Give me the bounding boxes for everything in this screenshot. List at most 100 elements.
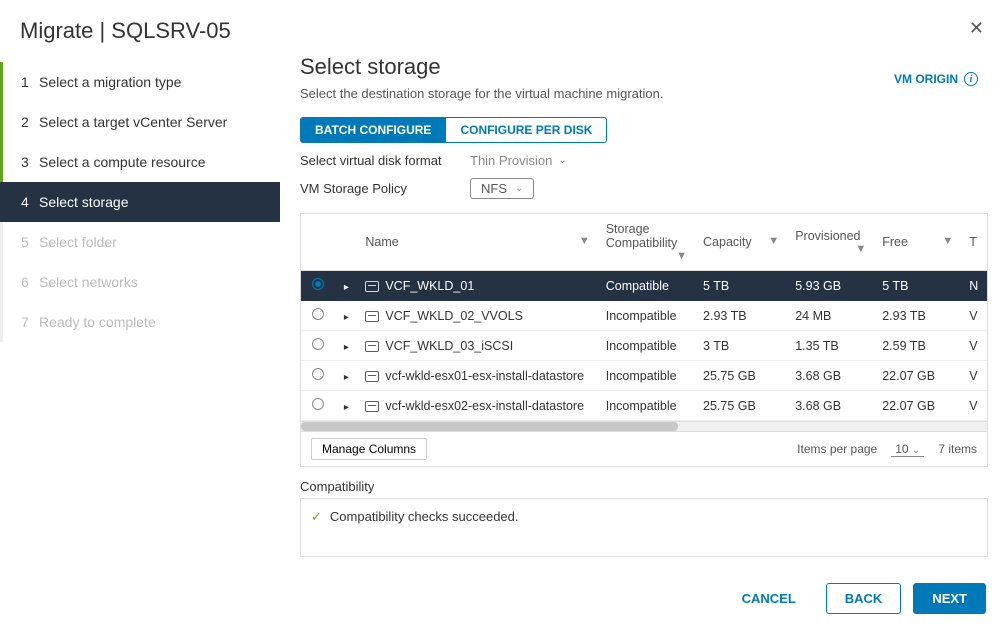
storage-policy-value: NFS	[481, 181, 507, 196]
items-per-page-select[interactable]: 10 ⌄	[891, 442, 924, 457]
cell-last: V	[961, 331, 987, 361]
items-per-page-label: Items per page	[797, 442, 877, 456]
datastore-icon	[365, 401, 379, 412]
manage-columns-button[interactable]: Manage Columns	[311, 438, 427, 460]
col-name: Name	[365, 235, 398, 249]
datastore-row[interactable]: ▸ vcf-wkld-esx02-esx-install-datastore Inc…	[301, 391, 987, 421]
cell-compat: Compatible	[598, 271, 695, 301]
step-label: Ready to complete	[39, 314, 156, 330]
cell-compat: Incompatible	[598, 301, 695, 331]
datastore-row[interactable]: ▸VCF_WKLD_01Compatible5 TB5.93 GB5 TBN	[301, 271, 987, 301]
wizard-step-2[interactable]: 2Select a target vCenter Server	[0, 102, 280, 142]
step-number: 7	[21, 314, 39, 330]
step-label: Select storage	[39, 194, 129, 210]
disk-format-select[interactable]: Thin Provision ⌄	[470, 153, 567, 168]
cell-free: 2.93 TB	[874, 301, 961, 331]
wizard-step-4[interactable]: 4Select storage	[0, 182, 280, 222]
step-label: Select folder	[39, 234, 117, 250]
wizard-steps: 1Select a migration type2Select a target…	[0, 52, 280, 565]
step-label: Select a target vCenter Server	[39, 114, 227, 130]
close-icon[interactable]: ✕	[965, 18, 988, 39]
datastore-name: vcf-wkld-esx02-esx-install-datastore	[385, 399, 584, 413]
next-button[interactable]: NEXT	[913, 583, 986, 614]
step-label: Select a compute resource	[39, 154, 206, 170]
col-last: T	[969, 235, 977, 249]
storage-policy-label: VM Storage Policy	[300, 181, 470, 196]
tab-configure-per-disk[interactable]: CONFIGURE PER DISK	[446, 117, 607, 143]
datastore-name: VCF_WKLD_01	[385, 279, 474, 293]
compatibility-box: ✓ Compatibility checks succeeded.	[300, 498, 988, 557]
cell-free: 5 TB	[874, 271, 961, 301]
step-number: 4	[21, 194, 39, 210]
radio-button[interactable]	[312, 278, 324, 290]
radio-button[interactable]	[312, 398, 324, 410]
back-button[interactable]: BACK	[826, 583, 902, 614]
cell-compat: Incompatible	[598, 331, 695, 361]
cell-compat: Incompatible	[598, 391, 695, 421]
filter-icon[interactable]: ▼	[676, 250, 687, 262]
check-icon: ✓	[311, 509, 322, 525]
vm-origin-link[interactable]: VM ORIGIN i	[894, 72, 978, 86]
cell-provisioned: 3.68 GB	[787, 391, 874, 421]
wizard-step-7: 7Ready to complete	[0, 302, 280, 342]
chevron-down-icon: ⌄	[515, 183, 523, 194]
cell-last: V	[961, 361, 987, 391]
page-subtitle: Select the destination storage for the v…	[300, 86, 988, 101]
radio-button[interactable]	[312, 368, 324, 380]
wizard-step-6: 6Select networks	[0, 262, 280, 302]
cell-provisioned: 5.93 GB	[787, 271, 874, 301]
vm-origin-label: VM ORIGIN	[894, 72, 958, 86]
horizontal-scrollbar[interactable]	[301, 421, 987, 431]
step-label: Select networks	[39, 274, 138, 290]
cell-capacity: 25.75 GB	[695, 361, 787, 391]
radio-button[interactable]	[312, 338, 324, 350]
datastore-name: VCF_WKLD_02_VVOLS	[385, 309, 523, 323]
wizard-step-1[interactable]: 1Select a migration type	[0, 62, 280, 102]
datastore-icon	[365, 311, 379, 322]
expand-icon[interactable]: ▸	[344, 282, 349, 293]
expand-icon[interactable]: ▸	[344, 312, 349, 323]
compatibility-message: Compatibility checks succeeded.	[330, 509, 519, 524]
datastore-name: VCF_WKLD_03_iSCSI	[385, 339, 513, 353]
cell-compat: Incompatible	[598, 361, 695, 391]
storage-policy-select[interactable]: NFS ⌄	[470, 178, 534, 199]
col-capacity: Capacity	[703, 235, 752, 249]
disk-format-label: Select virtual disk format	[300, 153, 470, 168]
filter-icon[interactable]: ▼	[942, 235, 953, 247]
disk-format-value: Thin Provision	[470, 153, 552, 168]
datastore-row[interactable]: ▸VCF_WKLD_03_iSCSIIncompatible3 TB1.35 T…	[301, 331, 987, 361]
filter-icon[interactable]: ▼	[768, 235, 779, 247]
step-number: 5	[21, 234, 39, 250]
info-icon: i	[964, 72, 978, 86]
cell-capacity: 5 TB	[695, 271, 787, 301]
filter-icon[interactable]: ▼	[579, 235, 590, 247]
expand-icon[interactable]: ▸	[344, 402, 349, 413]
cancel-button[interactable]: CANCEL	[724, 583, 814, 614]
dialog-title: Migrate | SQLSRV-05	[20, 18, 231, 44]
datastore-row[interactable]: ▸VCF_WKLD_02_VVOLSIncompatible2.93 TB24 …	[301, 301, 987, 331]
wizard-step-3[interactable]: 3Select a compute resource	[0, 142, 280, 182]
datastore-name: vcf-wkld-esx01-esx-install-datastore	[385, 369, 584, 383]
wizard-step-5: 5Select folder	[0, 222, 280, 262]
filter-icon[interactable]: ▼	[855, 243, 866, 255]
cell-provisioned: 3.68 GB	[787, 361, 874, 391]
cell-capacity: 2.93 TB	[695, 301, 787, 331]
step-label: Select a migration type	[39, 74, 181, 90]
datastore-icon	[365, 281, 379, 292]
expand-icon[interactable]: ▸	[344, 342, 349, 353]
cell-last: V	[961, 301, 987, 331]
tab-batch-configure[interactable]: BATCH CONFIGURE	[300, 117, 446, 143]
col-provisioned: Provisioned	[795, 229, 860, 243]
step-number: 1	[21, 74, 39, 90]
step-number: 2	[21, 114, 39, 130]
cell-free: 2.59 TB	[874, 331, 961, 361]
radio-button[interactable]	[312, 308, 324, 320]
cell-capacity: 25.75 GB	[695, 391, 787, 421]
cell-capacity: 3 TB	[695, 331, 787, 361]
datastore-icon	[365, 341, 379, 352]
cell-provisioned: 24 MB	[787, 301, 874, 331]
expand-icon[interactable]: ▸	[344, 372, 349, 383]
datastore-table: Name▼ Storage Compatibility▼ Capacity▼ P…	[300, 213, 988, 467]
step-number: 6	[21, 274, 39, 290]
datastore-row[interactable]: ▸ vcf-wkld-esx01-esx-install-datastore Inc…	[301, 361, 987, 391]
